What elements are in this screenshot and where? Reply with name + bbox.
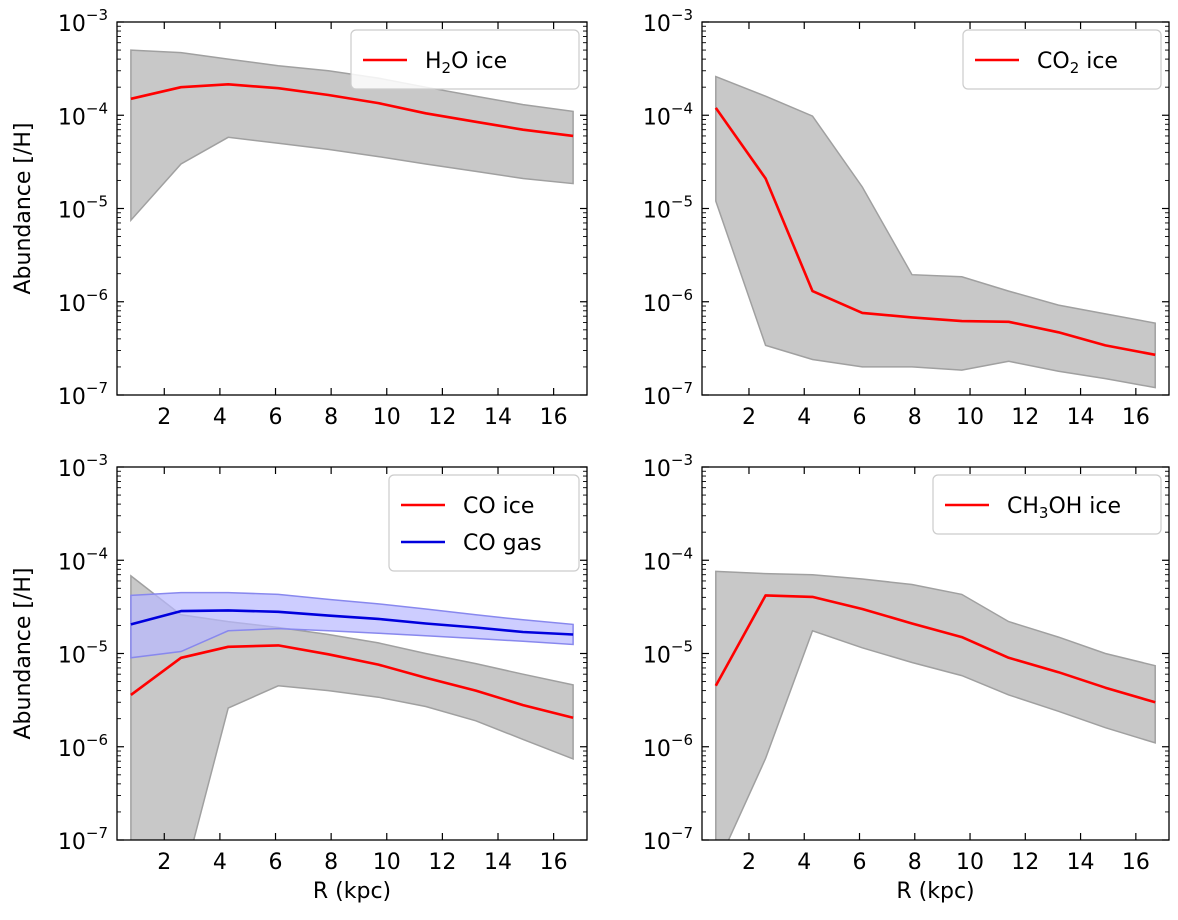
x-tick-label: 12 — [428, 850, 456, 875]
band-co2-ice — [715, 75, 1156, 389]
line-h2o-ice — [130, 83, 574, 138]
x-tick-label: 10 — [373, 850, 401, 875]
plot-area — [714, 570, 1156, 840]
x-tick-label: 4 — [213, 405, 227, 430]
legend-box — [962, 29, 1162, 90]
legend-box — [932, 474, 1162, 535]
y-tick-label: 10−7 — [58, 379, 108, 410]
x-tick-label: 2 — [742, 405, 756, 430]
legend-label-co-gas: CO gas — [463, 531, 542, 556]
x-tick-label: 12 — [1011, 405, 1039, 430]
y-tick-label: 10−6 — [58, 286, 108, 317]
y-tick-label: 10−3 — [643, 451, 693, 482]
panel-h2o: 2 4 6 8 10 12 14 16 10−7 10−6 10−5 10−4 10−3 Abundanc… — [11, 6, 588, 430]
band-ch3oh-ice — [715, 570, 1156, 840]
x-tick-label: 8 — [908, 405, 922, 430]
line-co2-ice — [714, 107, 1156, 357]
y-tick-label: 10−7 — [643, 379, 693, 410]
y-tick-label: 10−4 — [58, 99, 108, 130]
plot-area — [714, 75, 1156, 389]
legend: CO ice CO gas — [388, 474, 580, 572]
legend-label-h2o-ice: H2O ice — [425, 49, 507, 77]
y-tick-label: 10−3 — [58, 6, 108, 37]
x-tick-label: 16 — [1122, 850, 1150, 875]
y-tick-label: 10−7 — [643, 824, 693, 855]
legend-label-ch3oh-ice: CH3OH ice — [1007, 494, 1121, 522]
band-co-gas — [130, 591, 574, 659]
x-tick-label: 6 — [853, 850, 867, 875]
x-tick-label: 16 — [1122, 405, 1150, 430]
x-tick-label: 14 — [1067, 405, 1095, 430]
x-axis-label: R (kpc) — [313, 879, 391, 904]
x-tick-label: 2 — [157, 405, 171, 430]
y-tick-label: 10−5 — [58, 638, 108, 669]
legend: H2O ice — [350, 29, 580, 90]
x-tick-label: 2 — [157, 850, 171, 875]
x-tick-label: 2 — [742, 850, 756, 875]
legend: CO2 ice — [962, 29, 1162, 90]
panel-ch3oh: 2 4 6 8 10 12 14 16 10−7 10−6 10−5 10−4 10−3 R (kpc) C… — [643, 451, 1170, 904]
line-co-gas — [130, 609, 574, 636]
y-tick-label: 10−3 — [643, 6, 693, 37]
x-tick-label: 6 — [269, 405, 283, 430]
x-tick-label: 4 — [213, 850, 227, 875]
y-tick-label: 10−6 — [643, 731, 693, 762]
x-axis-label: R (kpc) — [896, 879, 974, 904]
panel-co: 2 4 6 8 10 12 14 16 10−7 10−6 10−5 10−4 10−3 Abundanc… — [11, 451, 588, 904]
line-ch3oh-ice — [714, 594, 1156, 704]
x-tick-label: 16 — [540, 850, 568, 875]
x-tick-label: 8 — [908, 850, 922, 875]
x-tick-label: 8 — [324, 405, 338, 430]
y-tick-label: 10−6 — [643, 286, 693, 317]
x-tick-label: 6 — [853, 405, 867, 430]
y-axis-label: Abundance [/H] — [11, 567, 36, 739]
band-h2o-ice — [130, 49, 574, 223]
y-tick-label: 10−4 — [643, 99, 693, 130]
x-tick-label: 10 — [956, 405, 984, 430]
x-tick-label: 4 — [797, 405, 811, 430]
legend-label-co-ice: CO ice — [463, 494, 534, 519]
y-tick-label: 10−5 — [58, 193, 108, 224]
y-tick-label: 10−5 — [643, 638, 693, 669]
y-tick-label: 10−5 — [643, 193, 693, 224]
x-tick-label: 12 — [428, 405, 456, 430]
plot-area — [130, 49, 574, 223]
legend-box — [350, 29, 580, 90]
y-tick-label: 10−4 — [643, 544, 693, 575]
y-axis-label: Abundance [/H] — [11, 122, 36, 294]
legend-box — [388, 474, 580, 572]
legend: CH3OH ice — [932, 474, 1162, 535]
x-tick-label: 14 — [1067, 850, 1095, 875]
x-tick-label: 14 — [484, 850, 512, 875]
plot-area — [130, 574, 574, 840]
panel-co2: 2 4 6 8 10 12 14 16 10−7 10−6 10−5 10−4 10−3 CO2 ice — [643, 6, 1170, 430]
x-tick-label: 14 — [484, 405, 512, 430]
line-co-ice — [130, 644, 574, 719]
y-tick-label: 10−6 — [58, 731, 108, 762]
y-tick-label: 10−3 — [58, 451, 108, 482]
x-tick-label: 8 — [324, 850, 338, 875]
y-tick-label: 10−4 — [58, 544, 108, 575]
x-tick-label: 10 — [956, 850, 984, 875]
x-tick-label: 10 — [373, 405, 401, 430]
y-tick-label: 10−7 — [58, 824, 108, 855]
x-tick-label: 16 — [540, 405, 568, 430]
x-tick-label: 12 — [1011, 850, 1039, 875]
x-tick-label: 4 — [797, 850, 811, 875]
x-tick-label: 6 — [269, 850, 283, 875]
legend-label-co2-ice: CO2 ice — [1037, 49, 1118, 77]
